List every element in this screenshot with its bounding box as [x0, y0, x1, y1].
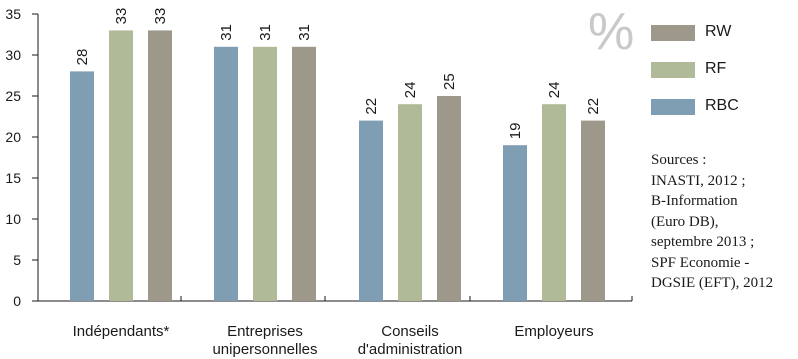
y-tick-label: 35	[5, 6, 21, 22]
y-tick-label: 0	[13, 293, 21, 309]
bar-value-label: 22	[585, 98, 602, 115]
legend-label-rbc: RBC	[705, 97, 739, 114]
x-category-label: Employeurs	[514, 323, 593, 340]
bar-value-label: 22	[363, 98, 380, 115]
x-category-label: unipersonnelles	[212, 341, 317, 358]
bar-rf	[253, 46, 277, 301]
sources-line: SPF Economie -	[651, 254, 750, 271]
x-category-label: Indépendants*	[73, 323, 170, 340]
sources-note: Sources : INASTI, 2012 ; B-Information (…	[651, 150, 796, 294]
bar-value-label: 31	[257, 24, 274, 41]
y-tick-label: 15	[5, 170, 21, 186]
bar-rf	[542, 104, 566, 301]
bar-rbc	[70, 71, 94, 302]
y-tick-label: 25	[5, 88, 21, 104]
unit-label: %	[588, 3, 635, 61]
bar-value-label: 24	[402, 82, 419, 99]
legend-item-rf: RF	[651, 59, 771, 81]
bar-rw	[148, 30, 172, 302]
legend-item-rbc: RBC	[651, 96, 771, 118]
bar-value-label: 24	[546, 82, 563, 99]
bar-rbc	[503, 145, 527, 301]
legend-swatch-rf	[651, 62, 695, 78]
sources-line: (Euro DB),	[651, 213, 719, 230]
legend-swatch-rw	[651, 25, 695, 41]
legend-label-rf: RF	[705, 60, 727, 77]
bar-value-label: 33	[113, 8, 130, 25]
sources-line: INASTI, 2012 ;	[651, 172, 746, 189]
legend-label-rw: RW	[705, 23, 732, 40]
bar-value-label: 33	[152, 8, 169, 25]
sources-line: DGSIE (EFT), 2012	[651, 275, 774, 291]
legend-item-rw: RW	[651, 22, 771, 44]
y-tick-label: 30	[5, 47, 21, 63]
sources-line: B-Information	[651, 193, 738, 209]
bar-rbc	[359, 120, 383, 301]
bar-rw	[581, 120, 605, 301]
sources-line: septembre 2013 ;	[651, 234, 755, 250]
legend-swatch-rbc	[651, 99, 695, 115]
bar-value-label: 31	[296, 24, 313, 41]
y-tick-label: 5	[13, 252, 21, 268]
bar-value-label: 28	[74, 49, 91, 66]
x-category-label: Conseils	[381, 323, 439, 340]
sources-line: Sources :	[651, 152, 707, 168]
bar-rbc	[214, 46, 238, 301]
x-category-label: d'administration	[358, 341, 463, 358]
bar-value-label: 25	[441, 73, 458, 90]
bar-rf	[398, 104, 422, 301]
x-category-label: Entreprises	[227, 323, 303, 340]
bar-rw	[292, 46, 316, 301]
y-tick-label: 10	[5, 211, 21, 227]
bar-value-label: 19	[507, 123, 524, 140]
bar-rw	[437, 96, 461, 301]
y-tick-label: 20	[5, 129, 21, 145]
bar-rf	[109, 30, 133, 302]
bar-value-label: 31	[218, 24, 235, 41]
